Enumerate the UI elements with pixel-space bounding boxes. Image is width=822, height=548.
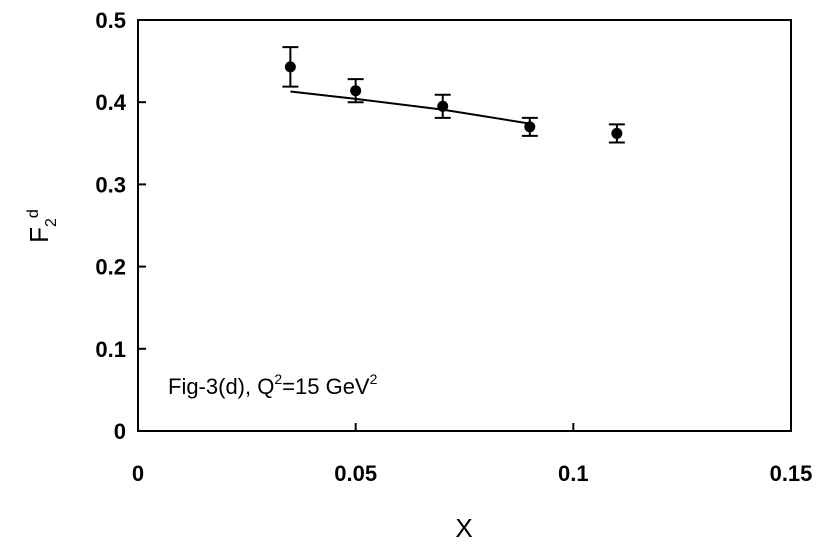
data-point-marker: [350, 85, 362, 97]
y-tick-label: 0.1: [95, 337, 126, 362]
data-point: [282, 46, 299, 88]
y-axis-label-main: F: [24, 227, 54, 243]
y-axis-label-sub: 2: [43, 218, 60, 227]
y-tick-label: 0.2: [95, 255, 126, 280]
y-tick-label: 0.5: [95, 8, 126, 33]
annotation-label: Fig-3(d), Q2=15 GeV2: [168, 371, 378, 399]
annotation-prefix: Fig-3(d), Q: [168, 374, 274, 399]
x-tick-label: 0.1: [558, 461, 589, 486]
data-point-marker: [437, 100, 449, 112]
y-axis-label-sup: d: [25, 209, 42, 218]
fit-line: [290, 90, 530, 125]
y-tick-label: 0.3: [95, 172, 126, 197]
data-point-marker: [524, 121, 536, 133]
fit-line-group: [290, 90, 530, 125]
data-point-marker: [284, 61, 296, 73]
y-tick-label: 0: [114, 419, 126, 444]
data-point: [347, 78, 364, 104]
x-tick-label: 0.15: [770, 461, 813, 486]
plot-area: [137, 19, 792, 432]
annotation-sup1: 2: [274, 371, 282, 387]
data-point: [521, 116, 538, 137]
annotation-sup2: 2: [370, 371, 378, 387]
x-axis-label: X: [455, 513, 472, 543]
annotation-middle: =15 GeV: [282, 374, 370, 399]
y-ticks: 0 0.1 0.2 0.3 0.4 0.5: [95, 8, 146, 444]
y-tick-label: 0.4: [95, 90, 126, 115]
x-tick-label: 0: [132, 461, 144, 486]
data-point-marker: [611, 127, 623, 139]
data-point: [608, 123, 625, 144]
points-group: [282, 46, 625, 144]
data-point: [434, 93, 451, 119]
y-axis-label: F2d: [24, 209, 60, 243]
x-tick-label: 0.05: [334, 461, 377, 486]
x-ticks: 0 0.05 0.1 0.15: [132, 423, 813, 486]
